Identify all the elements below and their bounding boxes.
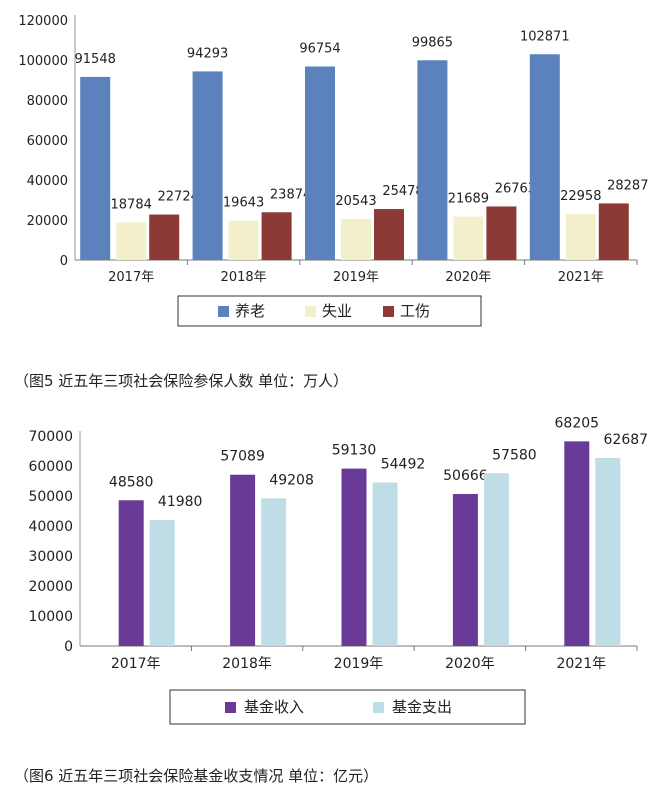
legend-label: 失业 [322,302,352,320]
data-label: 102871 [520,29,570,44]
data-label: 23874 [270,187,311,202]
x-tick-label: 2019年 [334,656,384,672]
chart1-caption: （图5 近五年三项社会保险参保人数 单位：万人） [14,372,349,390]
legend-label: 养老 [235,302,265,320]
bar-养老-2021年 [529,54,560,261]
data-label: 57089 [220,449,265,465]
y-tick-label: 40000 [27,174,68,189]
bar-基金支出-2019年 [372,482,398,646]
bar-养老-2017年 [80,76,111,261]
x-tick-label: 2018年 [221,270,267,285]
y-tick-label: 30000 [28,549,73,565]
legend: 基金收入 基金支出 [169,689,526,725]
data-label: 18784 [111,197,152,212]
data-label: 20543 [335,194,376,209]
bar-工伤-2017年 [149,214,180,260]
legend-swatch [383,306,394,317]
bar-工伤-2021年 [598,203,629,260]
data-label: 41980 [158,494,203,510]
legend-swatch [373,702,384,713]
y-tick-label: 60000 [27,134,68,149]
x-tick-label: 2019年 [333,270,379,285]
x-tick-label: 2017年 [111,656,161,672]
y-tick-label: 120000 [18,14,68,29]
data-label: 59130 [332,443,377,459]
x-tick-label: 2021年 [558,270,604,285]
bar-失业-2020年 [453,216,484,260]
data-label: 96754 [299,41,340,56]
data-label: 48580 [109,474,154,490]
chart-1: 0 20000 40000 60000 80000 100000 120000 2017年 91… [18,14,648,327]
bar-基金支出-2018年 [261,498,287,646]
bar-基金收入-2020年 [452,494,478,646]
bar-工伤-2020年 [486,206,517,260]
y-tick-label: 80000 [27,94,68,109]
legend-label: 基金支出 [392,698,452,716]
bar-失业-2019年 [341,218,371,260]
bar-失业-2021年 [565,214,596,260]
bar-工伤-2019年 [374,209,404,260]
y-tick-label: 0 [64,639,73,655]
x-tick-label: 2017年 [108,270,154,285]
legend-label: 基金收入 [244,698,304,716]
legend-label: 工伤 [400,302,430,320]
y-tick-label: 70000 [28,429,73,445]
bar-基金收入-2018年 [230,474,256,646]
bar-基金支出-2020年 [483,473,509,646]
y-tick-label: 10000 [28,609,73,625]
data-label: 54492 [381,457,426,473]
y-tick-label: 50000 [28,489,73,505]
data-label: 21689 [448,192,489,207]
y-tick-label: 20000 [27,214,68,229]
data-label: 49208 [269,472,314,488]
legend-swatch [305,306,316,317]
data-label: 28287 [607,178,648,193]
legend-swatch [218,306,229,317]
bar-基金收入-2021年 [564,441,590,646]
chart-2: 0 10000 20000 30000 40000 50000 60000 70000 2017… [28,415,649,725]
bar-失业-2017年 [116,222,147,260]
legend-box [169,689,526,725]
x-tick-label: 2020年 [445,656,495,672]
bar-基金收入-2019年 [341,468,367,646]
bar-基金支出-2017年 [149,520,175,646]
x-tick-label: 2020年 [445,270,491,285]
y-tick-label: 100000 [18,54,68,69]
legend-swatch [225,702,236,713]
bar-失业-2018年 [228,220,259,260]
data-label: 26763 [495,181,536,196]
legend: 养老 失业 工伤 [177,295,482,327]
bar-养老-2019年 [305,66,335,260]
y-tick-label: 40000 [28,519,73,535]
data-label: 94293 [187,46,228,61]
data-label: 22724 [158,190,199,205]
data-label: 19643 [223,196,264,211]
data-label: 91548 [75,52,116,67]
data-label: 50666 [443,468,488,484]
data-label: 68205 [555,415,600,431]
y-tick-label: 60000 [28,459,73,475]
y-tick-label: 20000 [28,579,73,595]
data-label: 62687 [604,432,649,448]
x-tick-label: 2018年 [222,656,272,672]
y-tick-label: 0 [60,254,68,269]
x-tick-label: 2021年 [556,656,606,672]
data-label: 99865 [412,35,453,50]
data-label: 25478 [382,184,423,199]
bar-养老-2018年 [192,71,223,260]
bar-养老-2020年 [417,60,448,260]
bar-工伤-2018年 [261,212,292,260]
bar-基金支出-2021年 [595,457,621,646]
legend-box [177,295,482,327]
bar-基金收入-2017年 [118,500,144,646]
data-label: 57580 [492,447,537,463]
data-label: 22958 [560,189,601,204]
chart2-caption: （图6 近五年三项社会保险基金收支情况 单位：亿元） [14,767,379,785]
